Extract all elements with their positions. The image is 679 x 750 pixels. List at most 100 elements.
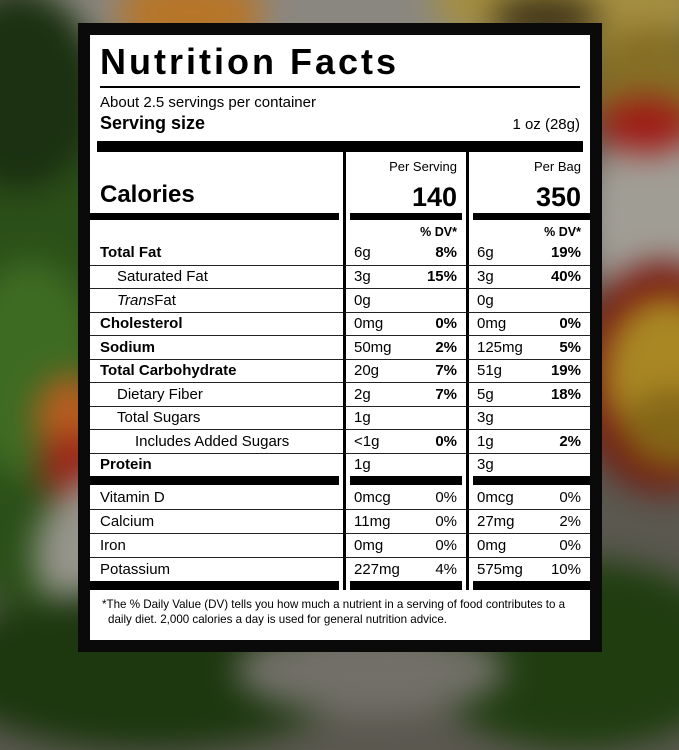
nutrient-bag-dietary-fiber: 5g 18% [466,382,590,406]
amount: 11mg [354,513,391,530]
micronutrient-name-potassium: Potassium [90,557,343,581]
dv: 18% [550,385,581,403]
title-divider [100,86,580,88]
nutrient-name-total-carbohydrate: Total Carbohydrate [90,358,343,383]
amount: 3g [477,268,494,286]
dv: 0% [559,537,581,554]
amount: 0mg [354,537,384,554]
label-title: Nutrition Facts [100,41,400,82]
dv: 19% [550,362,581,380]
nutrient-bag-total-carbohydrate: 51g 19% [466,358,590,382]
nutrient-bag-cholesterol: 0mg 0% [466,311,590,335]
nutrient-name-trans-fat: Trans Fat [90,288,343,312]
calories-per-bag: Per Bag 350 [466,152,590,213]
amount: 0mg [354,315,384,333]
protein-bar-segment [90,476,343,485]
amount: 227mg [354,561,400,578]
nutrient-name-total-fat: Total Fat [100,244,162,262]
dv: 0% [435,537,457,554]
nutrient-bag-saturated-fat: 3g 40% [466,264,590,288]
amount: 20g [354,362,380,380]
amount: 51g [477,362,503,380]
nutrient-name-dietary-fiber: Dietary Fiber [90,382,343,406]
micronutrient-name-calcium: Calcium [90,509,343,533]
amount: 1g [354,409,371,427]
dv-header-bag: % DV* [466,220,590,241]
micronutrient-serving-iron: 0mg 0% [343,533,466,557]
dv: 2% [435,338,457,356]
serving-size-row: Serving size 1 oz (28g) [100,113,580,140]
dv: 19% [550,244,581,262]
serving-size-label: Serving size [100,113,206,133]
dv: 40% [550,268,581,286]
amount: 0mcg [354,488,391,506]
amount: 0mg [477,537,507,554]
nutrient-bag-trans-fat: 0g [466,288,590,312]
nutrient-bag-protein: 3g [466,452,590,476]
background-chili [598,98,679,153]
daily-value-footnote: *The % Daily Value (DV) tells you how mu… [90,590,590,627]
dv: 5% [559,338,581,356]
micronutrient-serving-calcium: 11mg 0% [343,509,466,533]
amount: 2g [354,385,371,403]
dv: 4% [435,561,457,578]
calories-per-bag-value: 350 [535,182,581,212]
nutrient-serving-sodium: 50mg 2% [343,335,466,359]
amount: 50mg [354,338,392,356]
calories-per-serving: Per Serving 140 [343,152,466,213]
micronutrient-serving-vitamin-d: 0mcg 0% [343,485,466,509]
dv: 0% [435,315,457,333]
calories-bar-segment [90,213,343,220]
dv: 15% [426,268,457,286]
nutrient-bag-total-sugars: 3g [466,405,590,429]
dv: 8% [435,244,457,262]
calories-bar-segment [466,213,590,220]
dv: 0% [559,315,581,333]
micronutrient-bag-potassium: 575mg 10% [466,557,590,581]
amount: 0mcg [477,488,514,506]
dv: 7% [435,385,457,403]
bottom-bar-segment [90,581,343,590]
nutrient-serving-protein: 1g [343,452,466,476]
thick-divider-bar [97,141,583,152]
serving-size-value: 1 oz (28g) [512,116,580,133]
per-serving-header: Per Serving [389,159,457,174]
per-bag-header: Per Bag [534,159,581,174]
amount: 1g [354,456,371,474]
calories-bar-segment [343,213,466,220]
nutrient-name-protein: Protein [90,452,343,477]
dv: 10% [550,561,581,578]
nutrient-name-total-sugars: Total Sugars [90,405,343,430]
nutrient-serving-dietary-fiber: 2g 7% [343,382,466,406]
micronutrient-name-iron: Iron [90,533,343,557]
footnote-text: *The % Daily Value (DV) tells you how mu… [102,598,566,626]
nutrient-bag-sodium: 125mg 5% [466,335,590,359]
nutrient-serving-added-sugars: <1g 0% [343,429,466,453]
micronutrient-bag-calcium: 27mg 2% [466,509,590,533]
amount: 575mg [477,561,523,578]
bottom-bar-segment [343,581,466,590]
nutrient-name-saturated-fat: Saturated Fat [90,264,343,289]
nutrient-bag-total-fat: 6g 19% [466,241,590,265]
micronutrient-serving-potassium: 227mg 4% [343,557,466,581]
nutrient-serving-saturated-fat: 3g 15% [343,264,466,288]
protein-bar-segment [466,476,590,485]
amount: 125mg [477,338,523,356]
calories-label: Calories [100,181,195,208]
micronutrient-name-vitamin-d: Vitamin D [100,488,165,506]
nutrient-serving-total-carbohydrate: 20g 7% [343,358,466,382]
servings-per-container: About 2.5 servings per container [100,94,316,111]
amount: 5g [477,385,494,403]
dv: 0% [435,432,457,450]
amount: 1g [477,432,494,450]
dv-header-spacer [90,220,343,241]
dv-header-serving: % DV* [343,220,466,241]
micronutrient-bag-vitamin-d: 0mcg 0% [466,485,590,509]
calories-per-serving-value: 140 [411,182,457,212]
dv: 0% [435,488,457,506]
nutrient-serving-trans-fat: 0g [343,288,466,312]
amount: 0mg [477,315,507,333]
amount: 27mg [477,513,515,530]
nutrient-serving-total-sugars: 1g [343,405,466,429]
